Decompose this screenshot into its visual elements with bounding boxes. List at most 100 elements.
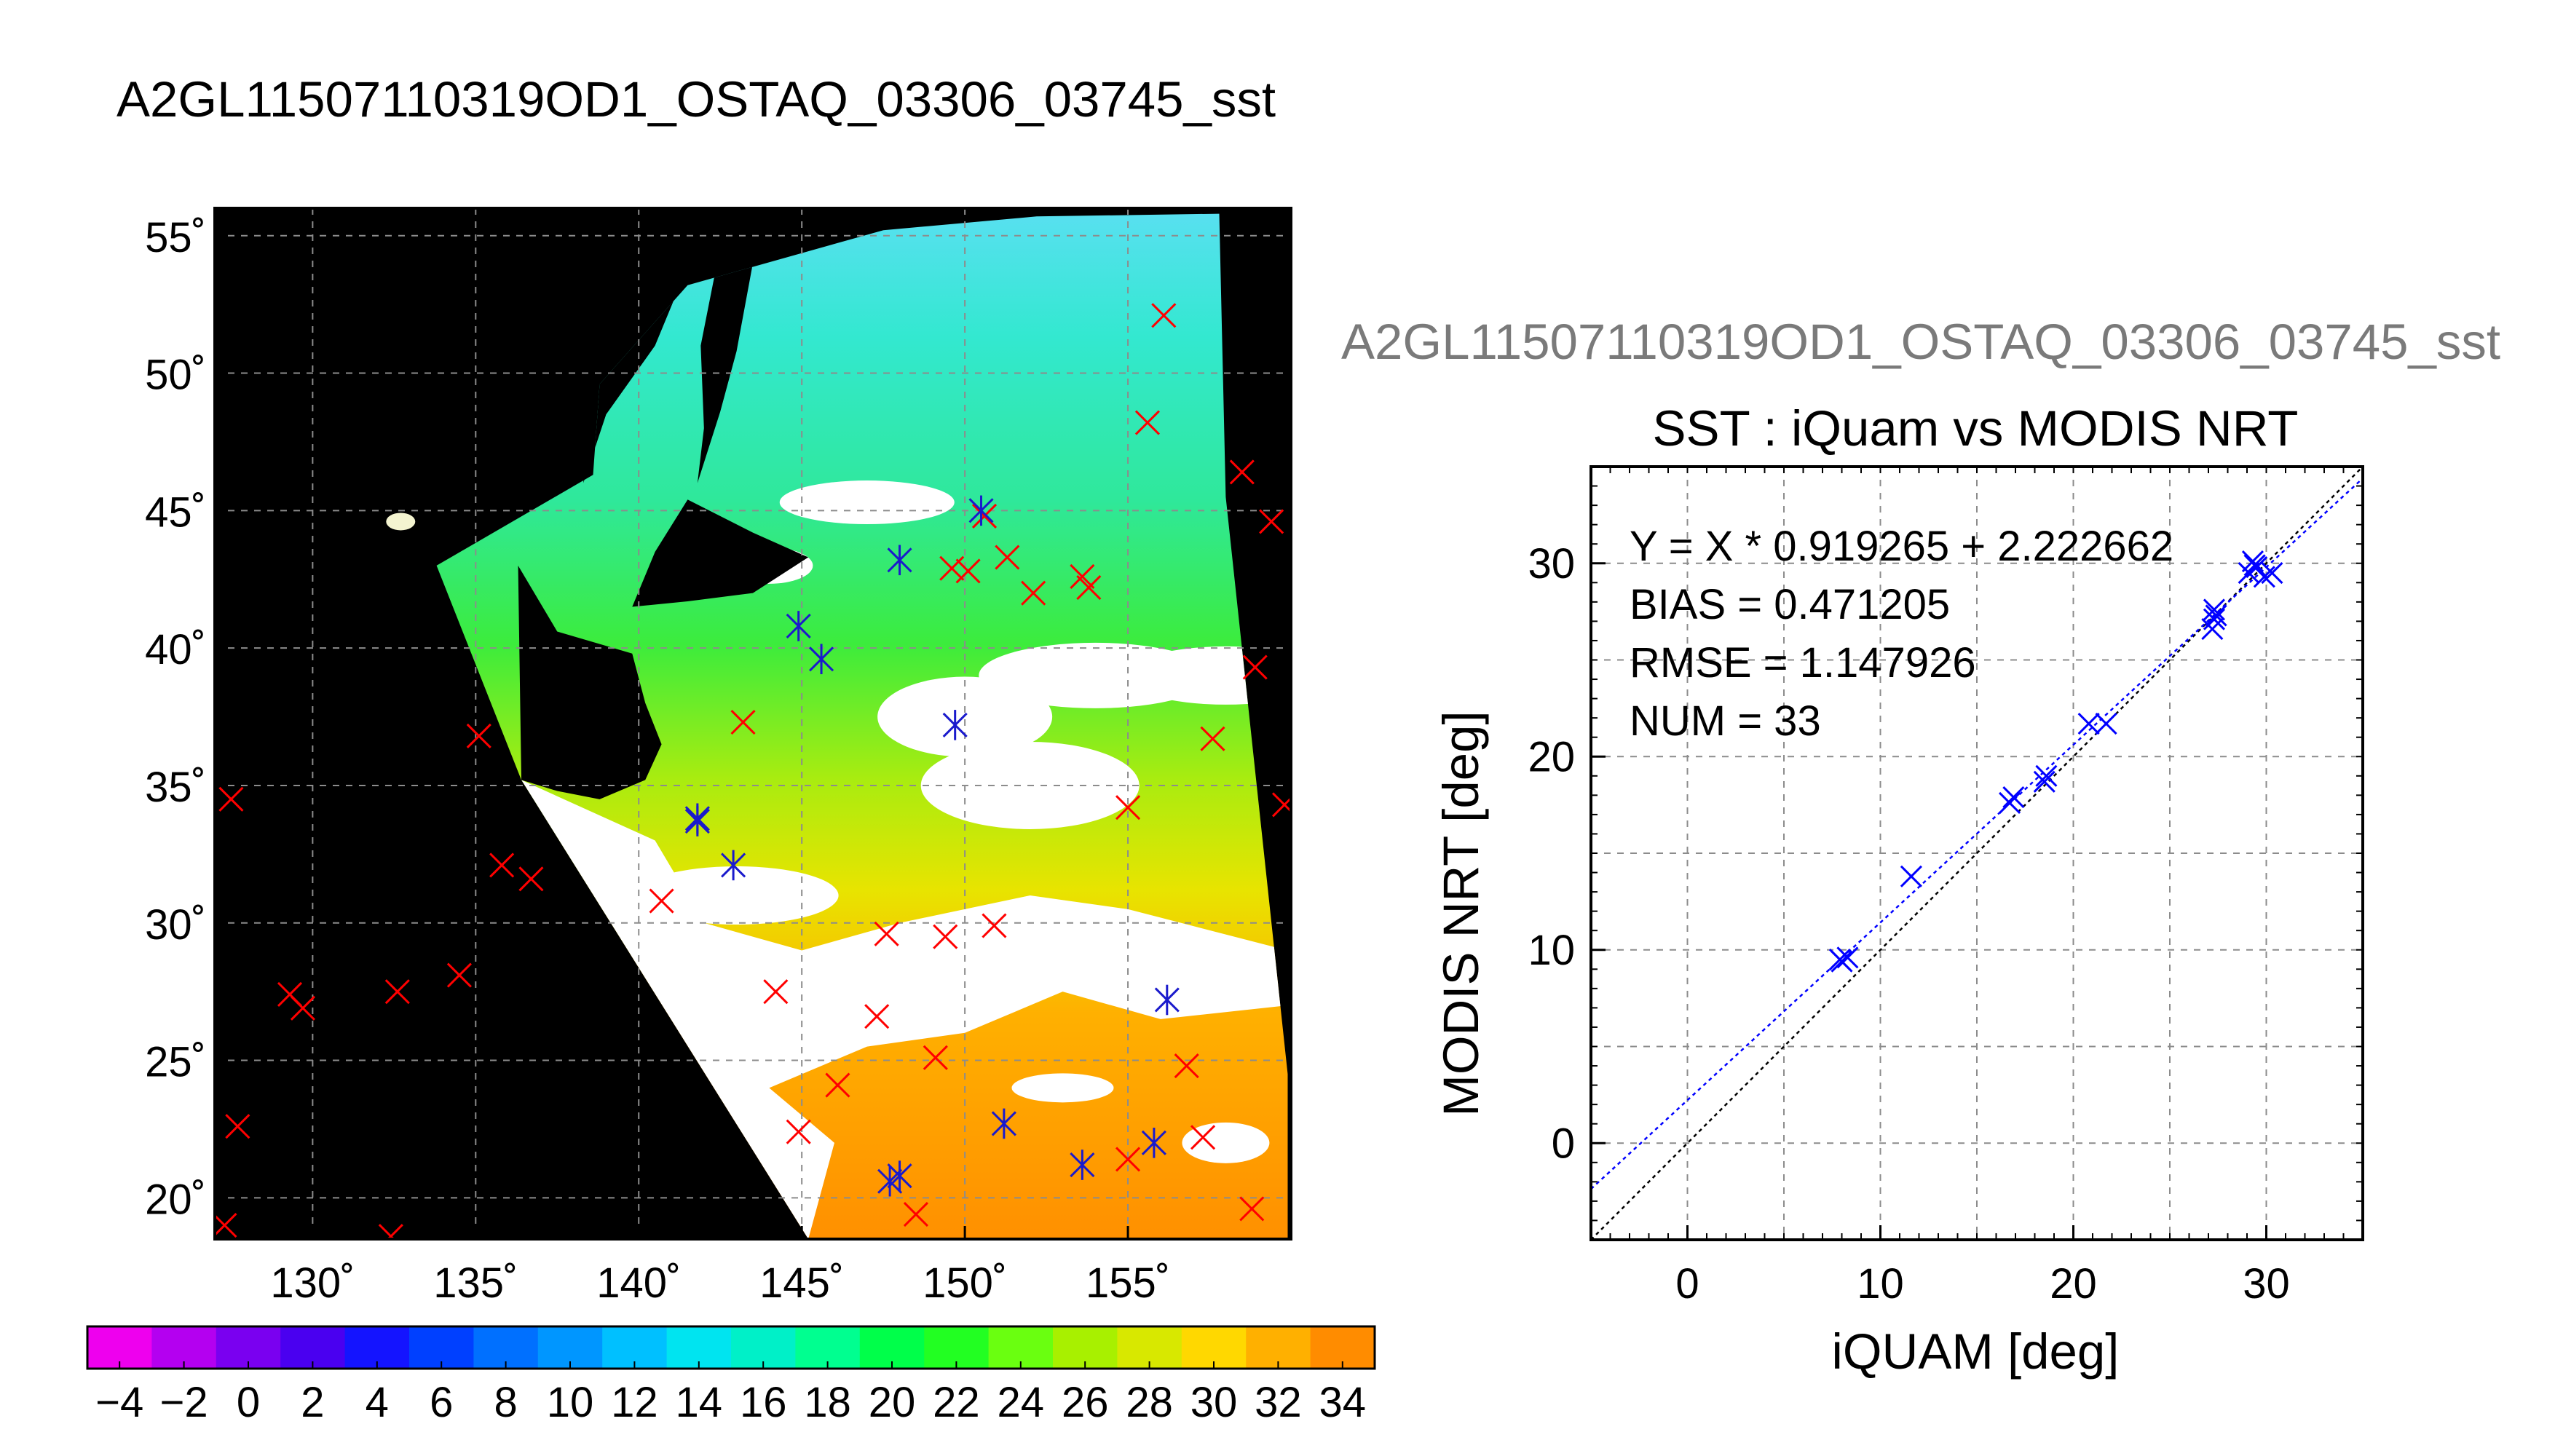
map-marker-matched [887,1160,912,1191]
map-xtick-label: 145˚ [759,1259,844,1307]
map-ytick-label: 40˚ [145,626,206,673]
regression-line [1590,478,2364,1190]
map-xtick-label: 130˚ [270,1259,355,1307]
map-marker-unmatched [923,1045,948,1070]
map-latitude-ticks: 20˚ 25˚ 30˚ 35˚ 40˚ 45˚ 50˚ 55˚ [145,214,228,1223]
map-marker-matched [721,850,746,881]
scatter-point [2077,713,2100,735]
scatter-point [2201,617,2224,641]
scatter-ylabel: MODIS NRT [deg] [1433,711,1489,1116]
scatter-ytick-label: 0 [1552,1120,1575,1167]
map-marker-unmatched [225,1114,250,1139]
map-marker-unmatched [1190,1125,1216,1150]
map-marker-unmatched [971,503,998,529]
sst-map-panel: 20˚ 25˚ 30˚ 35˚ 40˚ 45˚ 50˚ 55˚ 130˚ 135˚ 140˚ 145… [145,207,1292,1307]
island [386,513,416,531]
map-marker-unmatched [489,852,515,878]
map-marker-unmatched [1271,792,1291,818]
map-marker-unmatched [982,913,1007,938]
scatter-points [1828,550,2283,973]
scatter-point [1998,791,2021,815]
map-marker-matched [1070,1150,1095,1180]
colorbar-tick-label: −4 [95,1379,143,1426]
map-ytick-label: 20˚ [145,1176,206,1223]
map-marker-unmatched [1070,563,1095,590]
scatter-point [1900,865,1922,887]
map-marker-unmatched [864,1004,890,1029]
map-marker-unmatched [1115,795,1141,820]
colorbar-tick-label: 2 [301,1379,324,1426]
land-mass [697,263,753,483]
colorbar-tick-label: 30 [1190,1379,1238,1426]
map-marker-unmatched [1259,509,1284,534]
map-marker-unmatched [1134,410,1160,435]
scatter-point [2035,764,2058,787]
colorbar-tick-label: 12 [611,1379,658,1426]
cloud-patch [1011,1073,1114,1103]
scatter-point [2203,608,2226,630]
map-marker-matched [968,495,994,526]
cloud-patch [634,866,839,925]
colorbar-tick-label: 6 [430,1379,453,1426]
map-marker-unmatched [939,555,965,581]
map-ytick-label: 30˚ [145,901,206,949]
scatter-ytick-label: 20 [1528,733,1575,780]
map-marker-unmatched [903,1201,929,1227]
scatter-point [2033,770,2056,793]
map-marker-matched [887,545,912,576]
colorbar-tick-label: 26 [1062,1379,1109,1426]
scatter-annotation: RMSE = 1.147926 [1630,639,1976,687]
cloud-patch [1124,646,1288,705]
map-marker-matched [942,710,968,740]
colorbar-tick-label: 22 [933,1379,980,1426]
map-marker-unmatched [1115,1147,1141,1172]
map-marker-unmatched [290,995,315,1021]
scatter-supertitle: A2GL11507110319OD1_OSTAQ_03306_03745_sst [1341,314,2500,370]
map-marker-unmatched [215,1213,237,1238]
scatter-point [2241,550,2264,573]
colorbar-tick-label: 34 [1319,1379,1367,1426]
colorbar-tick-label: 16 [740,1379,787,1426]
map-frame [213,207,1292,1241]
map-marker-unmatched [874,921,899,946]
map-marker-unmatched [1076,575,1102,601]
map-marker-unmatched [649,888,674,914]
map-marker-matched [808,644,834,675]
colorbar-tick-label: 20 [869,1379,916,1426]
map-xtick-label: 155˚ [1086,1259,1170,1307]
scatter-point [2253,566,2275,588]
map-marker-unmatched [1200,726,1225,751]
map-marker-unmatched [518,866,544,892]
map-marker-unmatched [378,1224,403,1239]
map-marker-unmatched [995,545,1020,570]
scatter-annotation: Y = X * 0.919265 + 2.222662 [1630,523,2173,570]
scatter-annotation: BIAS = 0.471205 [1630,581,1950,628]
scatter-point [2205,604,2227,627]
cloud-patch [1182,1122,1270,1163]
cloud-area-south [521,780,1288,1239]
map-ytick-label: 35˚ [145,764,206,811]
map-xtick-label: 150˚ [923,1259,1007,1307]
map-marker-unmatched [955,558,981,584]
map-marker-matched [786,611,811,641]
scatter-annotations: Y = X * 0.919265 + 2.222662 BIAS = 0.4712… [1630,523,2173,745]
map-marker-unmatched [1174,1053,1199,1079]
map-marker-unmatched [730,710,756,735]
scatter-annotation: NUM = 33 [1630,697,1821,745]
identity-line [1590,466,2364,1241]
map-marker-unmatched [218,786,244,812]
colorbar-tick-label: 14 [676,1379,723,1426]
colorbar-tick-label: 8 [494,1379,517,1426]
map-ytick-label: 45˚ [145,488,206,536]
map-marker-unmatched [786,1119,811,1144]
land-mass [518,565,662,799]
colorbar-tick-label: 18 [804,1379,851,1426]
map-marker-unmatched [763,979,789,1005]
scatter-xtick-label: 20 [2050,1260,2097,1307]
map-ytick-label: 55˚ [145,214,206,261]
map-marker-matched [1141,1128,1166,1158]
map-marker-matched [991,1108,1016,1139]
cloud-patch [779,480,955,525]
scatter-point [2243,554,2266,577]
map-marker-unmatched [1151,303,1177,328]
